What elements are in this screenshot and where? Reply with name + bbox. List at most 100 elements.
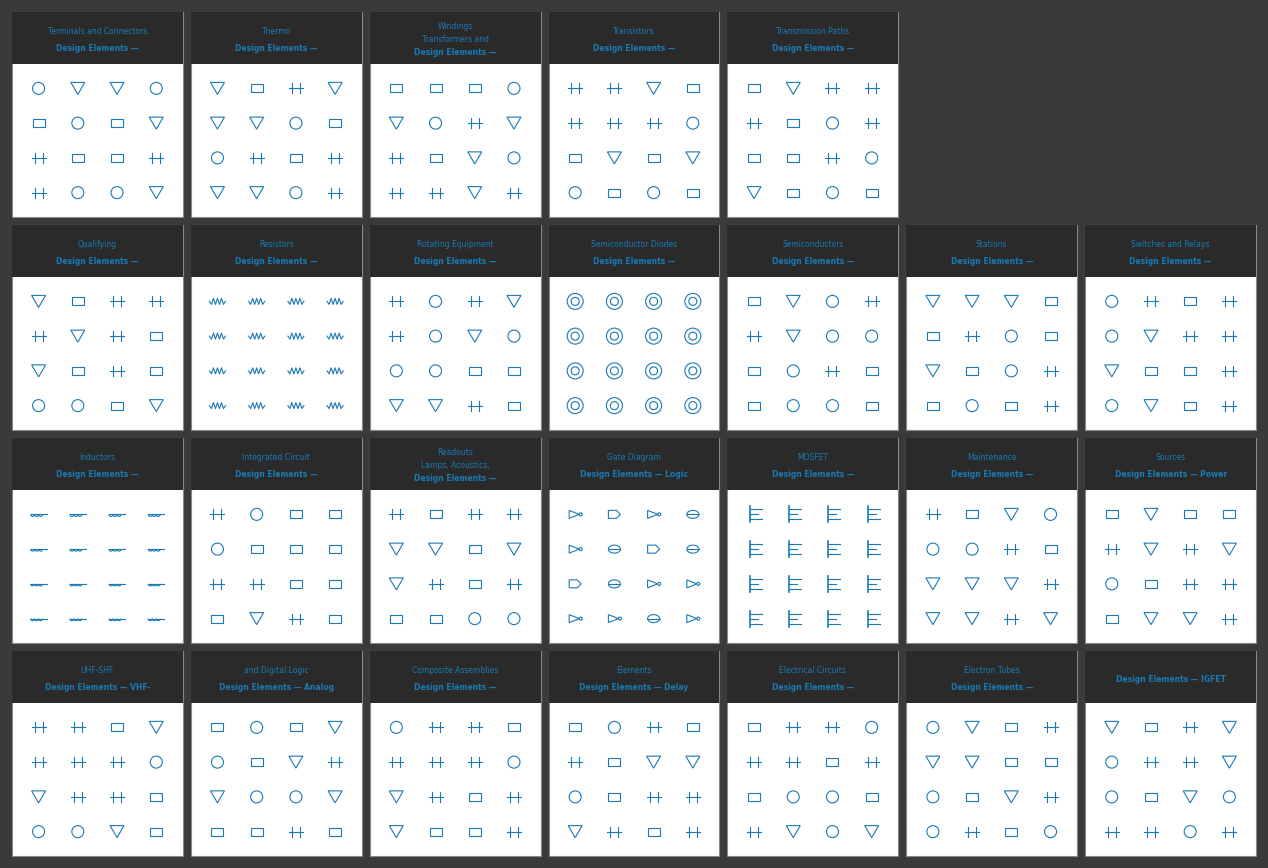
Bar	[569, 154, 581, 161]
Bar	[966, 792, 978, 801]
Bar	[1045, 332, 1056, 340]
Bar	[212, 615, 223, 622]
FancyBboxPatch shape	[728, 12, 898, 217]
Text: Design Elements —: Design Elements —	[772, 470, 855, 479]
Bar	[112, 723, 123, 732]
FancyBboxPatch shape	[549, 225, 719, 430]
FancyBboxPatch shape	[11, 225, 183, 430]
Text: Transistors: Transistors	[614, 27, 654, 36]
Text: Design Elements —: Design Elements —	[56, 470, 138, 479]
Bar	[150, 827, 162, 836]
Bar	[508, 367, 520, 375]
Bar	[687, 188, 699, 197]
Bar	[150, 367, 162, 375]
Text: Terminals and Connectors: Terminals and Connectors	[48, 27, 147, 36]
Bar	[370, 225, 540, 277]
Bar	[1006, 402, 1017, 410]
Bar	[1045, 545, 1056, 553]
Bar	[391, 615, 402, 622]
Bar	[150, 792, 162, 801]
FancyBboxPatch shape	[549, 12, 719, 217]
Bar	[1106, 510, 1118, 518]
Bar	[430, 615, 441, 622]
Bar	[290, 580, 302, 588]
Bar	[469, 545, 481, 553]
Bar	[469, 580, 481, 588]
Bar	[1184, 298, 1196, 306]
Text: Design Elements —: Design Elements —	[593, 44, 675, 53]
Bar	[191, 651, 361, 703]
Text: Elements: Elements	[616, 666, 652, 674]
Bar	[728, 651, 898, 703]
Bar	[1145, 367, 1156, 375]
Bar	[648, 827, 659, 836]
FancyBboxPatch shape	[11, 438, 183, 643]
Bar	[787, 154, 799, 161]
Bar	[687, 84, 699, 92]
Bar	[212, 723, 223, 732]
Bar	[290, 723, 302, 732]
Text: Design Elements —: Design Elements —	[56, 44, 138, 53]
Bar	[866, 402, 877, 410]
Text: Electrical Circuits: Electrical Circuits	[780, 666, 846, 674]
Bar	[72, 298, 84, 306]
Bar	[1045, 758, 1056, 766]
Bar	[687, 723, 699, 732]
FancyBboxPatch shape	[907, 651, 1077, 856]
FancyBboxPatch shape	[1085, 225, 1257, 430]
Bar	[1085, 225, 1257, 277]
Text: UHF-SHF: UHF-SHF	[81, 666, 114, 674]
Text: Design Elements —: Design Elements —	[56, 257, 138, 266]
Bar	[907, 438, 1077, 490]
Text: Design Elements —: Design Elements —	[951, 470, 1033, 479]
Bar	[1006, 827, 1017, 836]
Text: Design Elements —: Design Elements —	[413, 683, 496, 692]
FancyBboxPatch shape	[370, 438, 540, 643]
Bar	[469, 84, 481, 92]
Bar	[251, 758, 262, 766]
Bar	[927, 402, 938, 410]
FancyBboxPatch shape	[728, 438, 898, 643]
Bar	[787, 188, 799, 197]
Bar	[1224, 510, 1235, 518]
FancyBboxPatch shape	[191, 225, 361, 430]
Bar	[648, 154, 659, 161]
Text: Design Elements —: Design Elements —	[235, 470, 317, 479]
Bar	[1145, 580, 1156, 588]
Bar	[330, 119, 341, 127]
Bar	[1184, 510, 1196, 518]
FancyBboxPatch shape	[370, 225, 540, 430]
Text: Design Elements —: Design Elements —	[772, 257, 855, 266]
Bar	[430, 154, 441, 161]
Bar	[251, 545, 262, 553]
Text: Composite Assemblies: Composite Assemblies	[412, 666, 498, 674]
Text: Semiconductor Diodes: Semiconductor Diodes	[591, 240, 677, 248]
Bar	[549, 438, 719, 490]
Bar	[430, 510, 441, 518]
Text: Design Elements — VHF-: Design Elements — VHF-	[44, 683, 150, 692]
Bar	[112, 154, 123, 161]
FancyBboxPatch shape	[549, 438, 719, 643]
Bar	[330, 510, 341, 518]
Text: Design Elements — IGFET: Design Elements — IGFET	[1116, 675, 1226, 684]
Text: Transmission Paths: Transmission Paths	[776, 27, 850, 36]
Bar	[728, 225, 898, 277]
Bar	[1085, 651, 1257, 703]
Text: Design Elements —: Design Elements —	[235, 44, 317, 53]
Bar	[1184, 367, 1196, 375]
Bar	[430, 84, 441, 92]
Text: Readouts: Readouts	[437, 448, 473, 457]
Text: Sources: Sources	[1155, 452, 1186, 462]
Bar	[748, 154, 760, 161]
Text: Transformers and: Transformers and	[422, 35, 488, 43]
Text: Lamps, Acoustics,: Lamps, Acoustics,	[421, 461, 489, 470]
FancyBboxPatch shape	[728, 651, 898, 856]
Bar	[787, 119, 799, 127]
Bar	[370, 12, 540, 64]
Bar	[11, 651, 183, 703]
Bar	[549, 651, 719, 703]
Text: Thermo: Thermo	[261, 27, 290, 36]
Bar	[430, 827, 441, 836]
Bar	[549, 225, 719, 277]
Text: Switches and Relays: Switches and Relays	[1131, 240, 1210, 248]
